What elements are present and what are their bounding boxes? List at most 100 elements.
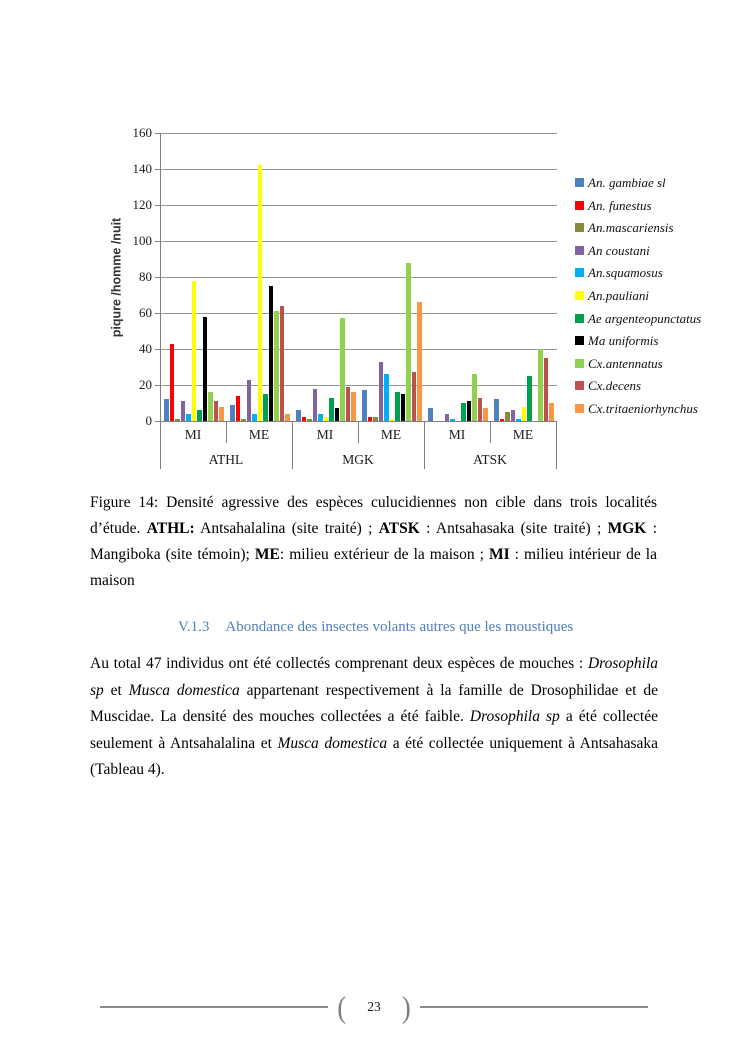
bar-cx-tritaeniorhynchus bbox=[483, 408, 488, 421]
milieu-label: ME bbox=[380, 427, 402, 442]
bar-ae-argenteopunctatus bbox=[329, 397, 334, 421]
bar-an-funestus bbox=[367, 417, 373, 421]
text-segment: ATSK bbox=[378, 520, 420, 537]
bar-an-pauliani bbox=[191, 280, 197, 421]
legend-item: An.mascariensis bbox=[575, 221, 701, 234]
gridline bbox=[161, 349, 557, 350]
text-segment: Figure 14: Densité agressive des espèces… bbox=[90, 494, 657, 537]
legend-item: Cx.decens bbox=[575, 379, 701, 392]
y-axis-tick-label: 120 bbox=[132, 197, 153, 212]
legend-swatch-icon bbox=[575, 358, 584, 368]
legend-item: An. gambiae sl bbox=[575, 176, 701, 189]
y-axis-tick bbox=[155, 205, 161, 206]
legend-item: An.squamosus bbox=[575, 266, 701, 279]
gridline bbox=[161, 385, 557, 386]
legend-swatch-icon bbox=[575, 336, 584, 346]
bar-an-mascariensis bbox=[241, 419, 246, 421]
bar-an-gambiae-sl bbox=[230, 404, 235, 421]
legend-label: An. funestus bbox=[588, 197, 652, 213]
bar-cx-tritaeniorhynchus bbox=[417, 302, 422, 421]
figure-caption: Figure 14: Densité agressive des espèces… bbox=[90, 490, 657, 594]
page-number: 23 bbox=[367, 999, 381, 1014]
category-separator bbox=[358, 421, 359, 443]
text-segment: Au total 47 individus ont été collectés … bbox=[90, 655, 588, 672]
text-segment: : milieu extérieur de la maison ; bbox=[279, 546, 489, 563]
legend-swatch-icon bbox=[575, 290, 584, 300]
chart-legend: An. gambiae sl An. funestus An.mascariensi… bbox=[575, 176, 701, 425]
section-heading-number: V.1.3 bbox=[178, 619, 210, 635]
bar-an-coustani bbox=[246, 379, 252, 421]
y-axis-tick-label: 20 bbox=[139, 377, 152, 392]
bar-cx-antennatus bbox=[406, 262, 411, 421]
bar-ae-argenteopunctatus bbox=[197, 410, 202, 421]
legend-swatch-icon bbox=[575, 223, 584, 233]
text-segment: Musca domestica bbox=[277, 734, 388, 752]
category-separator bbox=[292, 421, 293, 469]
legend-label: An coustani bbox=[588, 242, 650, 258]
text-segment: ATHL: bbox=[146, 520, 195, 537]
y-axis-tick bbox=[155, 421, 161, 422]
text-segment: Antsahalalina (site traité) ; bbox=[194, 520, 379, 537]
bar-ma-uniformis bbox=[334, 408, 340, 421]
gridline bbox=[161, 169, 557, 170]
legend-label: Ae argenteopunctatus bbox=[588, 310, 702, 326]
bar-ae-argenteopunctatus bbox=[395, 392, 400, 421]
text-segment: appartenant respectivement à la famille … bbox=[90, 681, 658, 726]
bar-an-coustani bbox=[312, 388, 318, 421]
bar-an-squamosus bbox=[516, 419, 521, 421]
legend-item: Ae argenteopunctatus bbox=[575, 312, 701, 325]
milieu-label: MI bbox=[184, 427, 202, 442]
y-axis-tick-label: 160 bbox=[132, 125, 153, 140]
milieu-label: MI bbox=[316, 427, 334, 442]
bar-cx-antennatus bbox=[274, 311, 279, 421]
y-axis-tick-label: 40 bbox=[139, 341, 152, 356]
chart-plot-area bbox=[155, 133, 557, 422]
bar-an-pauliani bbox=[521, 406, 527, 421]
bar-an-coustani bbox=[180, 401, 186, 421]
bar-an-mascariensis bbox=[307, 419, 312, 421]
legend-label: Ma uniformis bbox=[588, 333, 659, 349]
bar-cx-decens bbox=[543, 358, 549, 421]
bar-an-pauliani bbox=[389, 419, 395, 421]
category-separator bbox=[424, 421, 425, 469]
footer-bracket-right-icon: ) bbox=[401, 989, 411, 1025]
bar-an-funestus bbox=[301, 417, 307, 421]
site-label: MGK bbox=[342, 452, 374, 467]
legend-label: Cx.antennatus bbox=[588, 355, 663, 371]
bar-an-mascariensis bbox=[505, 412, 510, 421]
legend-label: An.pauliani bbox=[588, 287, 650, 303]
legend-item: Cx.antennatus bbox=[575, 357, 701, 370]
bar-ma-uniformis bbox=[400, 394, 406, 421]
gridline bbox=[161, 277, 557, 278]
text-segment: MI bbox=[488, 546, 510, 563]
gridline bbox=[161, 205, 557, 206]
legend-label: An. gambiae sl bbox=[588, 175, 666, 190]
bar-an-coustani bbox=[378, 361, 384, 421]
legend-item: Cx.tritaeniorhynchus bbox=[575, 402, 701, 415]
milieu-label: ME bbox=[248, 427, 270, 442]
figure-14-bar-chart: piqure /homme /nuit 0 20 40 60 80 100 120 140 16… bbox=[100, 120, 701, 472]
text-segment: a été collectée uniquement à Antsahasaka… bbox=[90, 734, 658, 779]
gridline bbox=[161, 241, 557, 242]
gridline bbox=[161, 133, 557, 134]
y-axis-tick-label: 60 bbox=[139, 305, 152, 320]
text-segment: Drosophila sp bbox=[90, 655, 658, 699]
bar-an-gambiae-sl bbox=[428, 408, 433, 421]
bar-cx-decens bbox=[477, 397, 483, 421]
bar-an-gambiae-sl bbox=[362, 390, 367, 421]
y-axis-tick-label: 100 bbox=[132, 233, 153, 248]
bar-an-gambiae-sl bbox=[164, 399, 169, 421]
y-axis-tick-label: 0 bbox=[145, 413, 153, 428]
bar-an-mascariensis bbox=[175, 419, 180, 421]
milieu-label: ME bbox=[512, 427, 534, 442]
site-label: ATSK bbox=[473, 452, 507, 467]
bar-ma-uniformis bbox=[202, 316, 208, 421]
y-axis-tick bbox=[155, 349, 161, 350]
legend-swatch-icon bbox=[575, 245, 584, 255]
text-segment: a été collectée seulement à Antsahalalin… bbox=[90, 708, 658, 752]
legend-label: Cx.decens bbox=[588, 378, 642, 394]
bar-ae-argenteopunctatus bbox=[527, 376, 532, 421]
y-axis-tick bbox=[155, 241, 161, 242]
bar-ae-argenteopunctatus bbox=[263, 394, 268, 421]
